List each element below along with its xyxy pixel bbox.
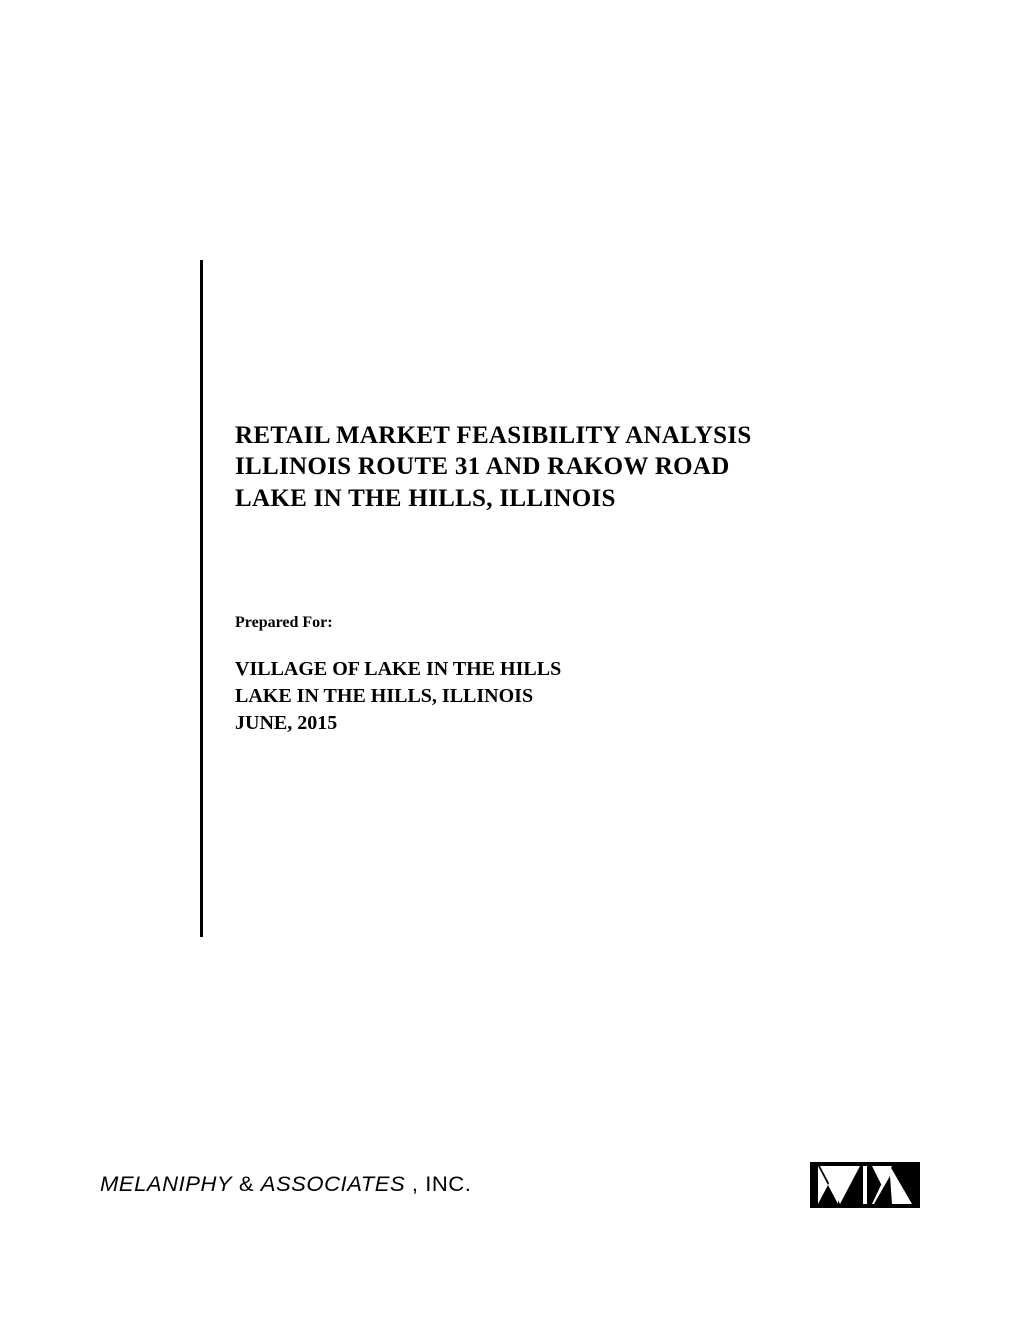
client-line-2: LAKE IN THE HILLS, ILLINOIS: [235, 683, 880, 710]
page-footer: MELANIPHY & ASSOCIATES , INC.: [100, 1162, 920, 1208]
client-block: VILLAGE OF LAKE IN THE HILLS LAKE IN THE…: [235, 656, 880, 737]
company-logo-icon: [810, 1162, 920, 1208]
report-title: RETAIL MARKET FEASIBILITY ANALYSIS ILLIN…: [235, 420, 880, 514]
title-line-1: RETAIL MARKET FEASIBILITY ANALYSIS: [235, 420, 880, 451]
company-prefix: MELANIPHY: [100, 1173, 232, 1196]
document-page: RETAIL MARKET FEASIBILITY ANALYSIS ILLIN…: [0, 0, 1020, 1320]
title-block: RETAIL MARKET FEASIBILITY ANALYSIS ILLIN…: [200, 260, 880, 937]
company-suffix: ASSOCIATES: [261, 1173, 406, 1196]
prepared-for-label: Prepared For:: [235, 614, 880, 632]
title-line-3: LAKE IN THE HILLS, ILLINOIS: [235, 483, 880, 514]
client-line-1: VILLAGE OF LAKE IN THE HILLS: [235, 656, 880, 683]
client-line-3: JUNE, 2015: [235, 710, 880, 737]
company-name: MELANIPHY & ASSOCIATES , INC.: [100, 1173, 471, 1197]
company-amp: &: [232, 1173, 261, 1196]
company-tail: , INC.: [405, 1173, 471, 1196]
title-line-2: ILLINOIS ROUTE 31 AND RAKOW ROAD: [235, 451, 880, 482]
